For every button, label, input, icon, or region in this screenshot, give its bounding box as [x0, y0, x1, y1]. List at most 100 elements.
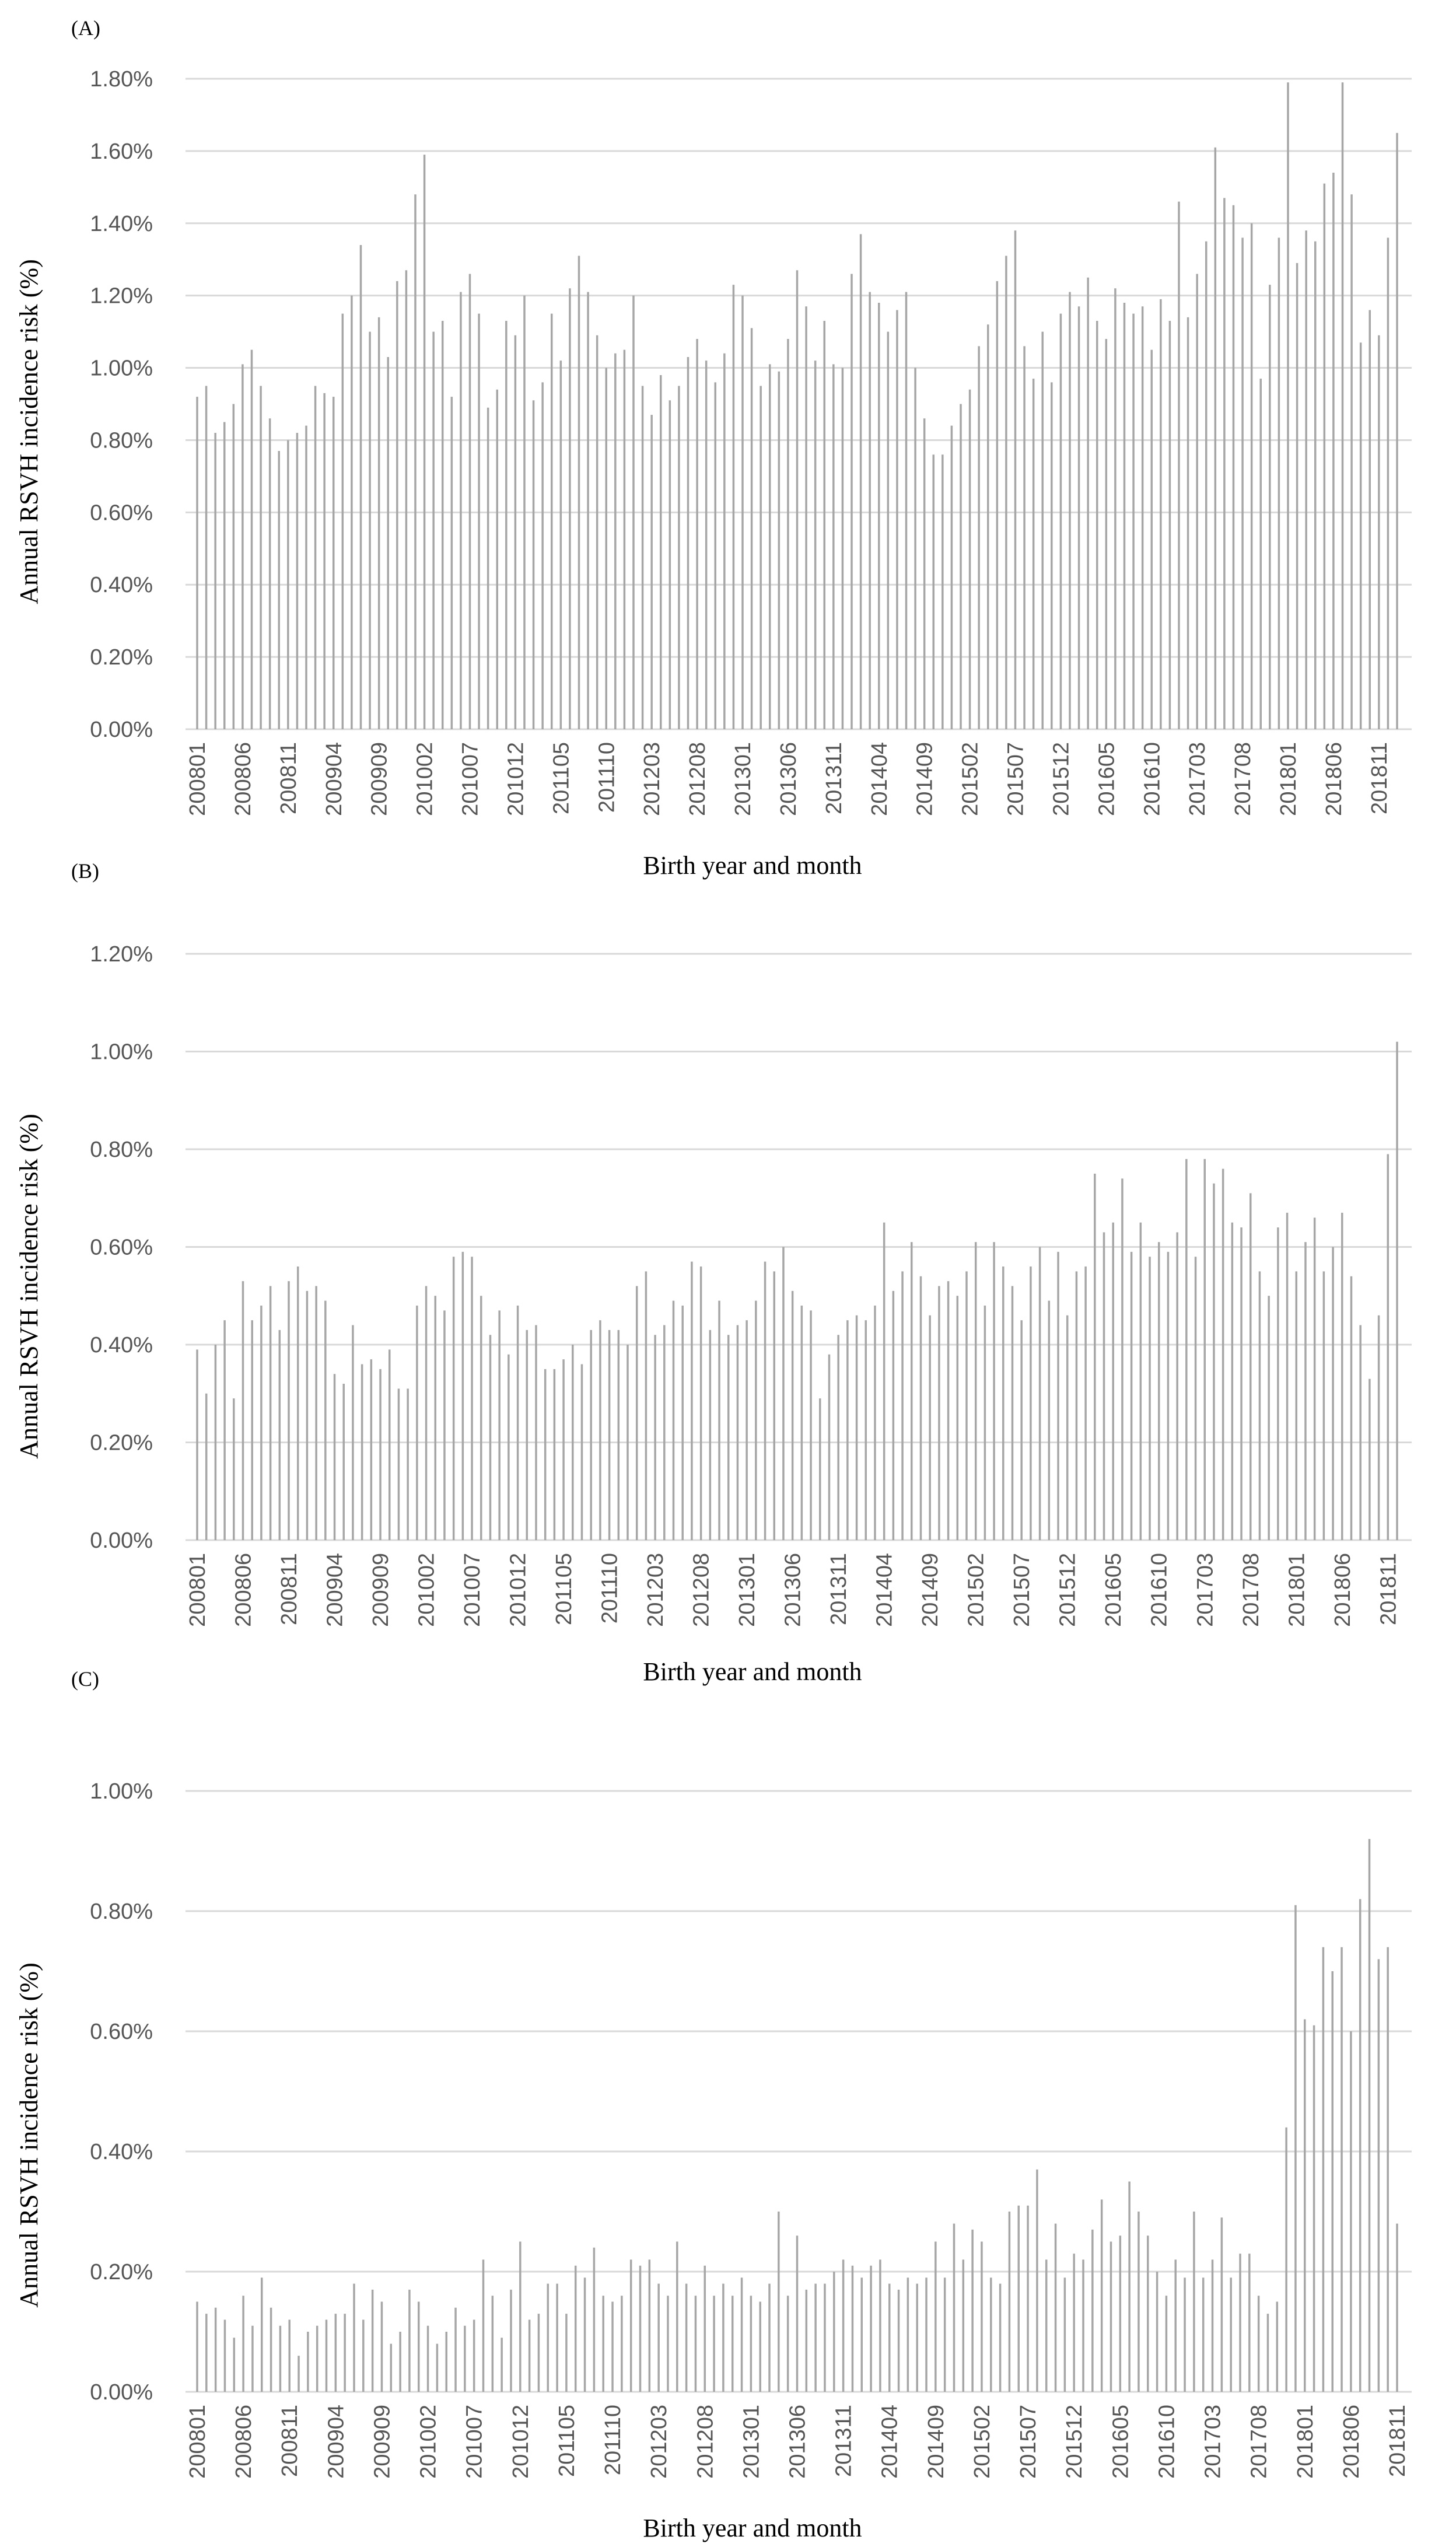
panel-c-x-tick-label: 201502 — [970, 2405, 995, 2479]
panel-a-x-tick-label: 201708 — [1231, 742, 1255, 816]
panel-a-x-tick-label: 201801 — [1276, 742, 1301, 816]
panel-a-x-tick-label: 201311 — [822, 742, 846, 814]
panel-c-y-tick-label: 0.20% — [90, 2260, 153, 2284]
panel-b-x-ticks: 200801 200806 200811 200904 200909 201002 2010… — [186, 1553, 1401, 1627]
panel-b-x-tick-label: 200904 — [323, 1553, 348, 1627]
panel-c-x-tick-label: 201801 — [1293, 2405, 1318, 2479]
panel-c-x-tick-label: 200801 — [186, 2405, 210, 2479]
panel-a-x-tick-label: 200811 — [276, 742, 301, 814]
panel-c-y-tick-label: 0.80% — [90, 1899, 153, 1924]
panel-a-x-tick-label: 201203 — [640, 742, 664, 816]
panel-a-x-tick-label: 201208 — [685, 742, 710, 816]
panel-a-x-tick-label: 201012 — [503, 742, 528, 816]
panel-c-y-axis-title: Annual RSVH incidence risk (%) — [15, 1962, 43, 2307]
panel-a-y-tick-label: 0.60% — [90, 501, 153, 525]
panel-c-x-tick-label: 201110 — [601, 2405, 625, 2475]
panel-b-label: (B) — [71, 859, 99, 883]
panel-c-label: (C) — [71, 1667, 99, 1691]
panel-b-x-axis-title: Birth year and month — [643, 1657, 862, 1686]
panel-a-x-tick-label: 201404 — [867, 742, 892, 816]
panel-b-x-tick-label: 201806 — [1331, 1553, 1355, 1627]
panel-a-x-tick-label: 201502 — [958, 742, 983, 816]
panel-a-y-tick-label: 1.00% — [90, 356, 153, 381]
panel-a-x-tick-label: 201002 — [413, 742, 438, 816]
panel-b-x-tick-label: 201007 — [460, 1553, 485, 1627]
panel-b-x-tick-label: 201404 — [873, 1553, 897, 1627]
panel-b-y-tick-label: 0.40% — [90, 1333, 153, 1358]
panel-c: (C) 0.00% 0.20% 0.40% 0.60% 0.80% 1.00% 20080… — [15, 1667, 1412, 2542]
panel-c-y-tick-label: 1.00% — [90, 1779, 153, 1804]
panel-c-x-tick-label: 201703 — [1201, 2405, 1226, 2479]
panel-a-x-tick-label: 201409 — [913, 742, 937, 816]
panel-b-y-tick-label: 0.60% — [90, 1236, 153, 1260]
panel-c-x-ticks: 200801 200806 200811 200904 200909 201002 2010… — [186, 2405, 1410, 2479]
panel-c-x-tick-label: 201007 — [463, 2405, 487, 2479]
panel-a-y-ticks: 0.00% 0.20% 0.40% 0.60% 0.80% 1.00% 1.20% 1.40%… — [90, 67, 153, 742]
panel-c-x-tick-label: 201806 — [1339, 2405, 1364, 2479]
panel-a-y-tick-label: 1.20% — [90, 284, 153, 309]
panel-b-y-tick-label: 1.20% — [90, 942, 153, 967]
panel-b-x-tick-label: 201512 — [1056, 1553, 1080, 1627]
panel-a: (A) 0.00% 0.20% 0.40% 0.60% 0.80% 1.00% 1.20% 1… — [15, 16, 1412, 880]
panel-a-x-tick-label: 201507 — [1004, 742, 1028, 816]
panel-b-x-tick-label: 201105 — [552, 1553, 576, 1625]
panel-a-x-tick-label: 200806 — [231, 742, 256, 816]
panel-a-bars — [196, 82, 1398, 729]
panel-c-x-tick-label: 201105 — [555, 2405, 579, 2477]
panel-b-x-tick-label: 201110 — [598, 1553, 622, 1624]
panel-a-y-tick-label: 1.80% — [90, 67, 153, 92]
panel-a-x-tick-label: 200904 — [322, 742, 346, 816]
panel-b-x-tick-label: 200811 — [277, 1553, 302, 1625]
panel-a-y-tick-label: 0.00% — [90, 718, 153, 742]
panel-a-y-tick-label: 1.40% — [90, 212, 153, 236]
panel-b-x-tick-label: 201012 — [506, 1553, 531, 1627]
panel-b: (B) 0.00%0.20%0.40%0.60%0.80%1.00%1.20% … — [15, 859, 1412, 1686]
panel-b-y-tick-label: 0.20% — [90, 1431, 153, 1456]
panel-c-y-tick-label: 0.40% — [90, 2140, 153, 2164]
panel-b-bars — [196, 1041, 1398, 1540]
panel-c-x-tick-label: 200909 — [370, 2405, 394, 2479]
panel-a-x-tick-label: 201512 — [1049, 742, 1073, 816]
panel-b-y-ticks: 0.00% 0.20% 0.40% 0.60% 0.80% 1.00% 1.20% — [90, 942, 153, 1553]
panel-c-x-tick-label: 201404 — [878, 2405, 902, 2479]
panel-c-x-tick-label: 201507 — [1016, 2405, 1041, 2479]
panel-a-x-tick-label: 201610 — [1140, 742, 1164, 816]
panel-c-x-tick-label: 200811 — [278, 2405, 302, 2477]
panel-b-y-tick-label: 1.00% — [90, 1040, 153, 1065]
panel-b-x-tick-label: 201703 — [1193, 1553, 1217, 1627]
panel-a-x-tick-label: 201605 — [1094, 742, 1119, 816]
panel-c-x-tick-label: 201409 — [924, 2405, 949, 2479]
panel-c-x-tick-label: 201311 — [832, 2405, 856, 2477]
panel-b-x-tick-label: 201301 — [735, 1553, 760, 1627]
panel-b-x-tick-label: 201306 — [781, 1553, 806, 1627]
panel-c-y-ticks: 0.00% 0.20% 0.40% 0.60% 0.80% 1.00% — [90, 1779, 153, 2405]
panel-c-x-tick-label: 201306 — [786, 2405, 810, 2479]
panel-c-x-tick-label: 201012 — [509, 2405, 533, 2479]
panel-a-x-tick-label: 200909 — [368, 742, 392, 816]
panel-a-x-tick-label: 201105 — [549, 742, 573, 814]
panel-b-x-tick-label: 201610 — [1147, 1553, 1172, 1627]
panel-a-x-tick-label: 201007 — [459, 742, 483, 816]
panel-b-x-tick-label: 201002 — [415, 1553, 439, 1627]
panel-a-y-tick-label: 0.40% — [90, 573, 153, 597]
panel-a-x-tick-label: 201811 — [1367, 742, 1392, 814]
panel-a-y-tick-label: 0.80% — [90, 428, 153, 453]
panel-b-x-tick-label: 201507 — [1010, 1553, 1034, 1627]
panel-c-bars — [196, 1839, 1398, 2392]
panel-c-x-tick-label: 200904 — [324, 2405, 348, 2479]
panel-a-y-tick-label: 1.60% — [90, 139, 153, 164]
panel-a-y-axis-title: Annual RSVH incidence risk (%) — [15, 259, 43, 604]
panel-c-y-tick-label: 0.00% — [90, 2380, 153, 2405]
panel-c-x-tick-label: 201512 — [1062, 2405, 1087, 2479]
panel-a-x-axis-title: Birth year and month — [643, 851, 862, 880]
panel-b-y-tick-label: 0.00% — [90, 1528, 153, 1553]
panel-b-x-tick-label: 201203 — [643, 1553, 668, 1627]
panel-b-x-tick-label: 201311 — [827, 1553, 851, 1625]
panel-a-y-tick-label: 0.20% — [90, 645, 153, 670]
panel-a-label: (A) — [71, 16, 100, 40]
panel-a-gridlines — [186, 78, 1412, 730]
panel-c-x-tick-label: 201203 — [647, 2405, 671, 2479]
panel-c-x-tick-label: 201605 — [1108, 2405, 1133, 2479]
panel-a-x-ticks: 200801 200806 200811 200904 200909 201002 2010… — [186, 742, 1392, 816]
panel-c-x-tick-label: 200806 — [232, 2405, 256, 2479]
